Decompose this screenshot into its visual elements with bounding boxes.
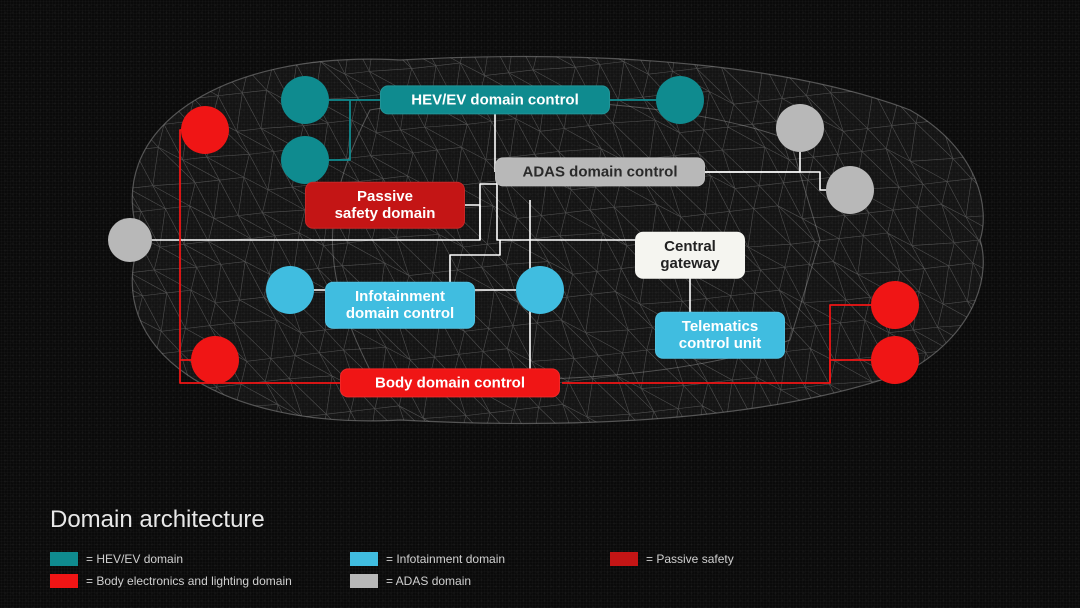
legend-swatch [610,552,638,566]
node-n2 [281,136,329,184]
node-n3 [656,76,704,124]
body_box: Body domain control [340,368,560,397]
legend-swatch [350,574,378,588]
legend-label: = HEV/EV domain [86,552,183,566]
node-n7 [108,218,152,262]
node-n11 [871,281,919,329]
legend-item-1: = Infotainment domain [350,552,610,566]
node-n12 [871,336,919,384]
legend-label: = Passive safety [646,552,734,566]
legend-title: Domain architecture [50,506,1030,534]
legend-label: = Infotainment domain [386,552,505,566]
info_box: Infotainment domain control [325,282,475,329]
gateway_box: Central gateway [635,232,745,279]
legend-swatch [50,574,78,588]
passive_box: Passive safety domain [305,182,465,229]
legend-item-3: = Body electronics and lighting domain [50,574,350,588]
hev_box: HEV/EV domain control [380,85,610,114]
legend-item-0: = HEV/EV domain [50,552,350,566]
node-n10 [191,336,239,384]
node-n4 [181,106,229,154]
node-n1 [281,76,329,124]
legend-label: = ADAS domain [386,574,471,588]
node-n6 [826,166,874,214]
legend-item-4: = ADAS domain [350,574,610,588]
node-n8 [266,266,314,314]
node-n5 [776,104,824,152]
legend: Domain architecture = HEV/EV domain = Inf… [50,506,1030,588]
legend-label: = Body electronics and lighting domain [86,574,292,588]
tele_box: Telematics control unit [655,312,785,359]
legend-swatch [50,552,78,566]
legend-swatch [350,552,378,566]
adas_box: ADAS domain control [495,157,705,186]
legend-item-2: = Passive safety [610,552,870,566]
legend-grid: = HEV/EV domain = Infotainment domain = Pa… [50,552,1030,588]
node-n9 [516,266,564,314]
